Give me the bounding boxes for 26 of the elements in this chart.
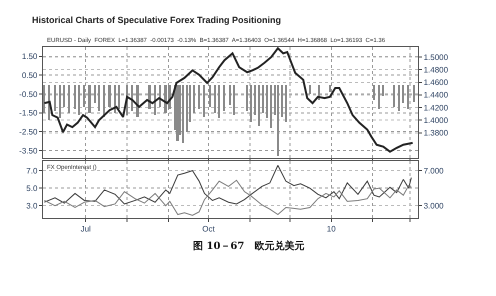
y-tick-label: -1.50	[19, 108, 38, 118]
line-series	[43, 47, 414, 153]
y2-tick-label: 1.4800	[424, 66, 449, 74]
y-tick-label: 5.0	[26, 184, 38, 193]
y-tick-label: -3.50	[19, 146, 38, 156]
y-tick-label: 1.50	[22, 52, 38, 62]
chart-title: Historical Charts of Speculative Forex Trading Positioning	[32, 15, 282, 25]
y-tick-label: 7.0	[26, 166, 38, 176]
line-series	[44, 180, 412, 216]
y-tick-label: 3.0	[26, 202, 38, 211]
y2-tick-label: 1.3800	[424, 128, 449, 138]
line-series	[44, 164, 412, 204]
x-tick-label: Oct	[202, 224, 216, 234]
y2-tick-label: 1.5000	[424, 52, 449, 62]
x-tick-label: 10	[326, 224, 336, 234]
y2-tick-label: 3.000	[424, 202, 444, 211]
y2-tick-label: 1.4400	[424, 90, 449, 100]
x-tick-label: Jul	[80, 224, 92, 234]
y2-tick-label: 1.4200	[424, 103, 449, 112]
y2-tick-label: 1.4000	[424, 116, 449, 125]
y2-tick-label: 7.000	[424, 166, 444, 176]
y-tick-label: 0.50	[22, 71, 38, 80]
y-tick-label: -2.50	[19, 127, 38, 136]
y2-tick-label: 1.4600	[424, 78, 449, 88]
y-tick-label: -0.50	[19, 90, 38, 99]
caption: 图 10－67 欧元兑美元	[193, 240, 304, 252]
